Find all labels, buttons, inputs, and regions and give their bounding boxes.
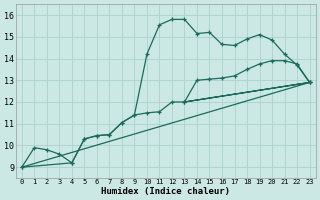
- X-axis label: Humidex (Indice chaleur): Humidex (Indice chaleur): [101, 187, 230, 196]
